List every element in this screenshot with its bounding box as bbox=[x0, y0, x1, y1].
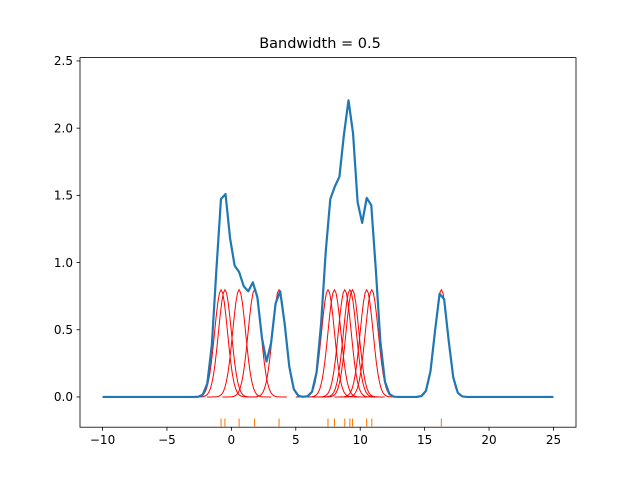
chart-title: Bandwidth = 0.5 bbox=[259, 36, 381, 52]
y-tick-label-5: 2.5 bbox=[54, 54, 73, 68]
x-tick-label-0: −10 bbox=[90, 433, 115, 447]
axes-frame bbox=[79, 57, 577, 428]
x-tick-label-5: 15 bbox=[417, 433, 432, 447]
y-tick-label-4: 2.0 bbox=[54, 121, 73, 135]
rug-marks bbox=[220, 418, 442, 427]
kde-curve-layer bbox=[102, 99, 554, 399]
x-tick-label-3: 5 bbox=[292, 433, 300, 447]
y-tick-label-0: 0.0 bbox=[54, 390, 73, 404]
x-tick-label-4: 10 bbox=[353, 433, 368, 447]
kernel-curve-1 bbox=[192, 288, 258, 398]
kernel-curve-9 bbox=[320, 288, 385, 398]
x-tick-label-2: 0 bbox=[228, 433, 236, 447]
y-tick-label-2: 1.0 bbox=[54, 256, 73, 270]
kde-curve bbox=[102, 99, 554, 399]
y-axis-ticks: 0.0 0.5 1.0 1.5 2.0 2.5 bbox=[54, 54, 80, 404]
kernel-curve-2 bbox=[206, 288, 272, 398]
x-tick-label-6: 20 bbox=[481, 433, 496, 447]
y-tick-label-3: 1.5 bbox=[54, 189, 73, 203]
x-tick-label-1: −5 bbox=[158, 433, 176, 447]
x-tick-label-7: 25 bbox=[546, 433, 561, 447]
y-tick-label-1: 0.5 bbox=[54, 323, 73, 337]
x-axis-ticks: −10 −5 0 5 10 15 20 25 bbox=[90, 427, 561, 447]
